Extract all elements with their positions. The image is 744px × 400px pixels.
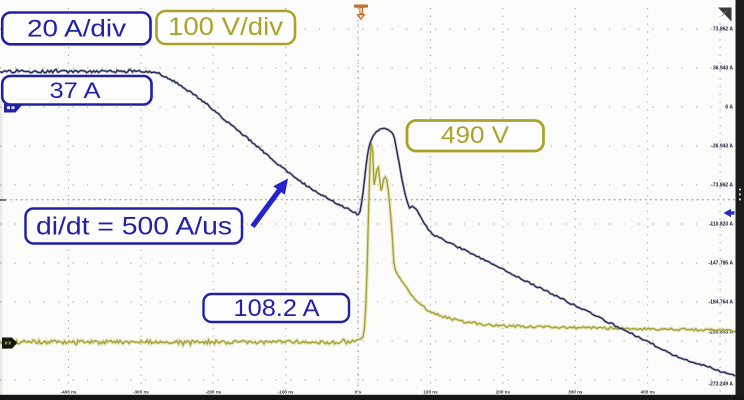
svg-text:-184.764 A: -184.764 A — [708, 300, 733, 306]
svg-text:-110.823 A: -110.823 A — [709, 222, 734, 228]
svg-text:73.862 A: 73.862 A — [713, 27, 733, 33]
svg-text:-273.249 A: -273.249 A — [708, 382, 733, 388]
svg-text:100 ns: 100 ns — [423, 389, 438, 394]
svg-text:-73.862 A: -73.862 A — [711, 183, 733, 189]
svg-text:300 ns: 300 ns — [568, 389, 583, 394]
svg-text:0 s: 0 s — [355, 389, 362, 394]
svg-text:-400 ns: -400 ns — [61, 389, 77, 394]
svg-text:200 ns: 200 ns — [496, 389, 511, 394]
svg-text:0 A: 0 A — [725, 105, 733, 111]
svg-text:36.943 A: 36.943 A — [713, 66, 733, 72]
svg-text:-100 ns: -100 ns — [278, 389, 294, 394]
svg-text:100 V/div: 100 V/div — [168, 13, 284, 41]
svg-text:37 A: 37 A — [50, 78, 101, 103]
svg-text:-300 ns: -300 ns — [133, 389, 149, 394]
svg-text:-200 ns: -200 ns — [205, 389, 221, 394]
svg-text:490 V: 490 V — [441, 122, 509, 149]
svg-text:-147.785 A: -147.785 A — [708, 261, 733, 267]
svg-text:20 A/div: 20 A/div — [27, 15, 126, 42]
svg-text:di/dt = 500 A/us: di/dt = 500 A/us — [36, 213, 232, 241]
svg-text:-36.943 A: -36.943 A — [711, 144, 733, 150]
svg-text:400 ns: 400 ns — [641, 389, 656, 394]
svg-text:108.2 A: 108.2 A — [234, 295, 320, 322]
